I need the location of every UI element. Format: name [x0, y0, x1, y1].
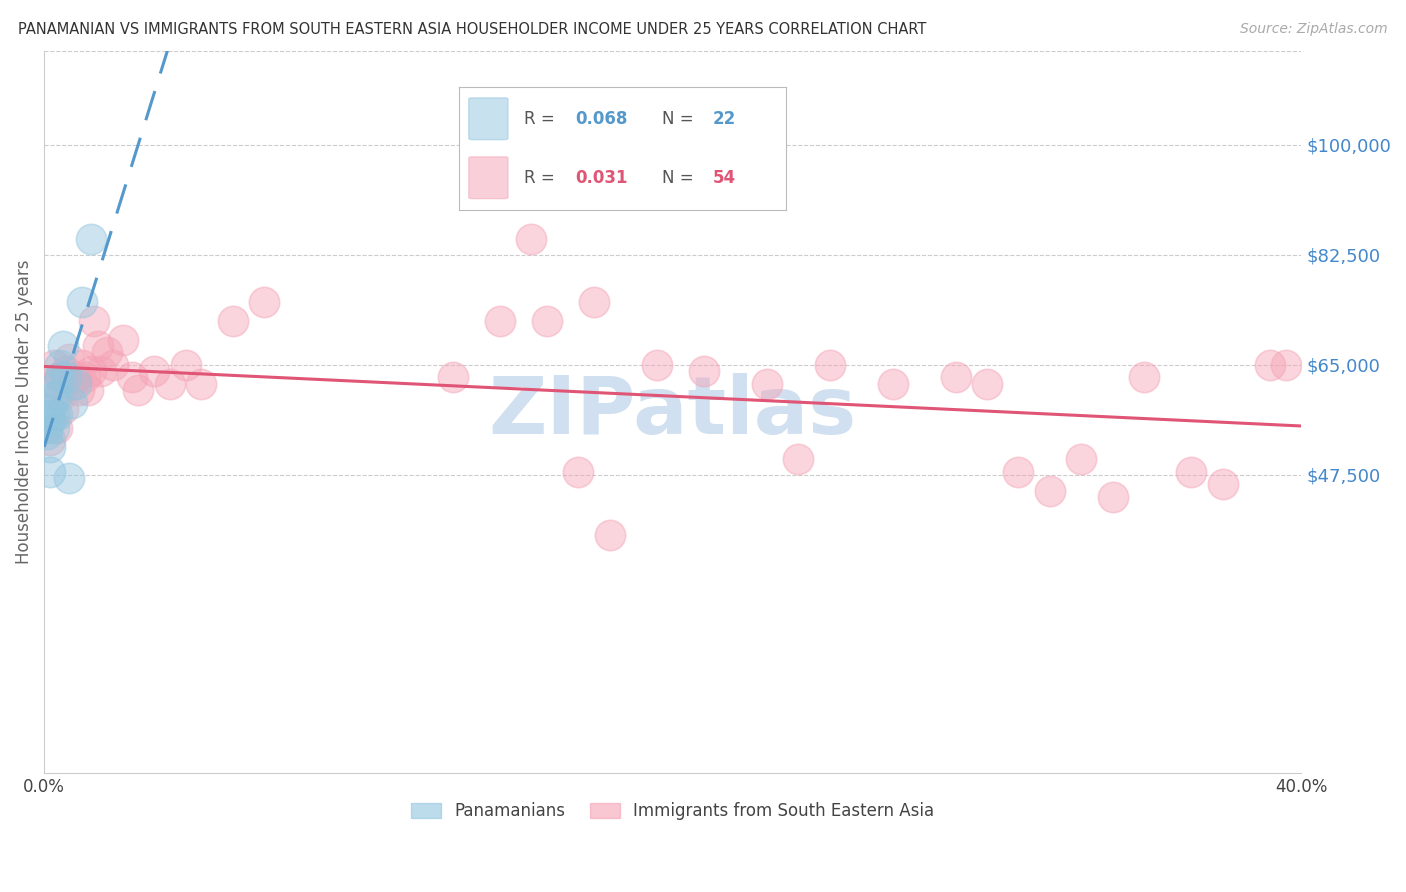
- Point: [818, 358, 841, 372]
- Point: [73, 370, 96, 384]
- Point: [190, 376, 212, 391]
- Point: [60, 395, 83, 409]
- Point: [90, 364, 112, 378]
- Point: [159, 376, 181, 391]
- Point: [1212, 477, 1234, 491]
- Point: [567, 465, 589, 479]
- Point: [121, 370, 143, 384]
- Point: [221, 314, 243, 328]
- Point: [39, 415, 62, 429]
- Point: [45, 376, 67, 391]
- Point: [80, 232, 103, 246]
- Point: [42, 421, 65, 435]
- Point: [49, 389, 72, 403]
- Point: [1101, 490, 1123, 504]
- Point: [67, 383, 90, 397]
- Point: [70, 358, 93, 372]
- Point: [45, 389, 67, 403]
- Point: [49, 370, 72, 384]
- Point: [49, 358, 72, 372]
- Point: [55, 364, 77, 378]
- Point: [42, 408, 65, 422]
- Point: [1258, 358, 1281, 372]
- Point: [253, 295, 276, 310]
- Point: [945, 370, 967, 384]
- Point: [536, 314, 558, 328]
- Point: [58, 471, 80, 485]
- Point: [39, 401, 62, 416]
- Point: [488, 314, 510, 328]
- Point: [882, 376, 904, 391]
- Point: [39, 465, 62, 479]
- Point: [520, 232, 543, 246]
- Text: PANAMANIAN VS IMMIGRANTS FROM SOUTH EASTERN ASIA HOUSEHOLDER INCOME UNDER 25 YEA: PANAMANIAN VS IMMIGRANTS FROM SOUTH EAST…: [18, 22, 927, 37]
- Point: [441, 370, 464, 384]
- Point: [80, 364, 103, 378]
- Point: [52, 401, 75, 416]
- Point: [111, 333, 134, 347]
- Point: [1070, 452, 1092, 467]
- Point: [39, 434, 62, 448]
- Point: [1274, 358, 1296, 372]
- Point: [103, 358, 125, 372]
- Point: [693, 364, 716, 378]
- Point: [1133, 370, 1156, 384]
- Point: [42, 358, 65, 372]
- Point: [42, 376, 65, 391]
- Point: [645, 358, 668, 372]
- Point: [976, 376, 998, 391]
- Text: Source: ZipAtlas.com: Source: ZipAtlas.com: [1240, 22, 1388, 37]
- Point: [96, 345, 118, 359]
- Point: [77, 383, 100, 397]
- Point: [127, 383, 149, 397]
- Point: [599, 527, 621, 541]
- Point: [86, 339, 108, 353]
- Point: [583, 295, 606, 310]
- Legend: Panamanians, Immigrants from South Eastern Asia: Panamanians, Immigrants from South Easte…: [404, 795, 941, 827]
- Text: ZIPatlas: ZIPatlas: [488, 373, 856, 451]
- Point: [49, 370, 72, 384]
- Point: [45, 408, 67, 422]
- Point: [1180, 465, 1202, 479]
- Point: [1007, 465, 1029, 479]
- Point: [52, 339, 75, 353]
- Point: [37, 421, 59, 435]
- Point: [65, 376, 87, 391]
- Point: [45, 421, 67, 435]
- Point: [1039, 483, 1062, 498]
- Point: [70, 295, 93, 310]
- Point: [83, 314, 105, 328]
- Point: [174, 358, 197, 372]
- Point: [58, 351, 80, 366]
- Point: [42, 389, 65, 403]
- Point: [143, 364, 166, 378]
- Point: [787, 452, 810, 467]
- Point: [37, 427, 59, 442]
- Point: [37, 408, 59, 422]
- Point: [65, 370, 87, 384]
- Point: [55, 370, 77, 384]
- Point: [756, 376, 779, 391]
- Point: [39, 440, 62, 454]
- Point: [60, 376, 83, 391]
- Y-axis label: Householder Income Under 25 years: Householder Income Under 25 years: [15, 260, 32, 565]
